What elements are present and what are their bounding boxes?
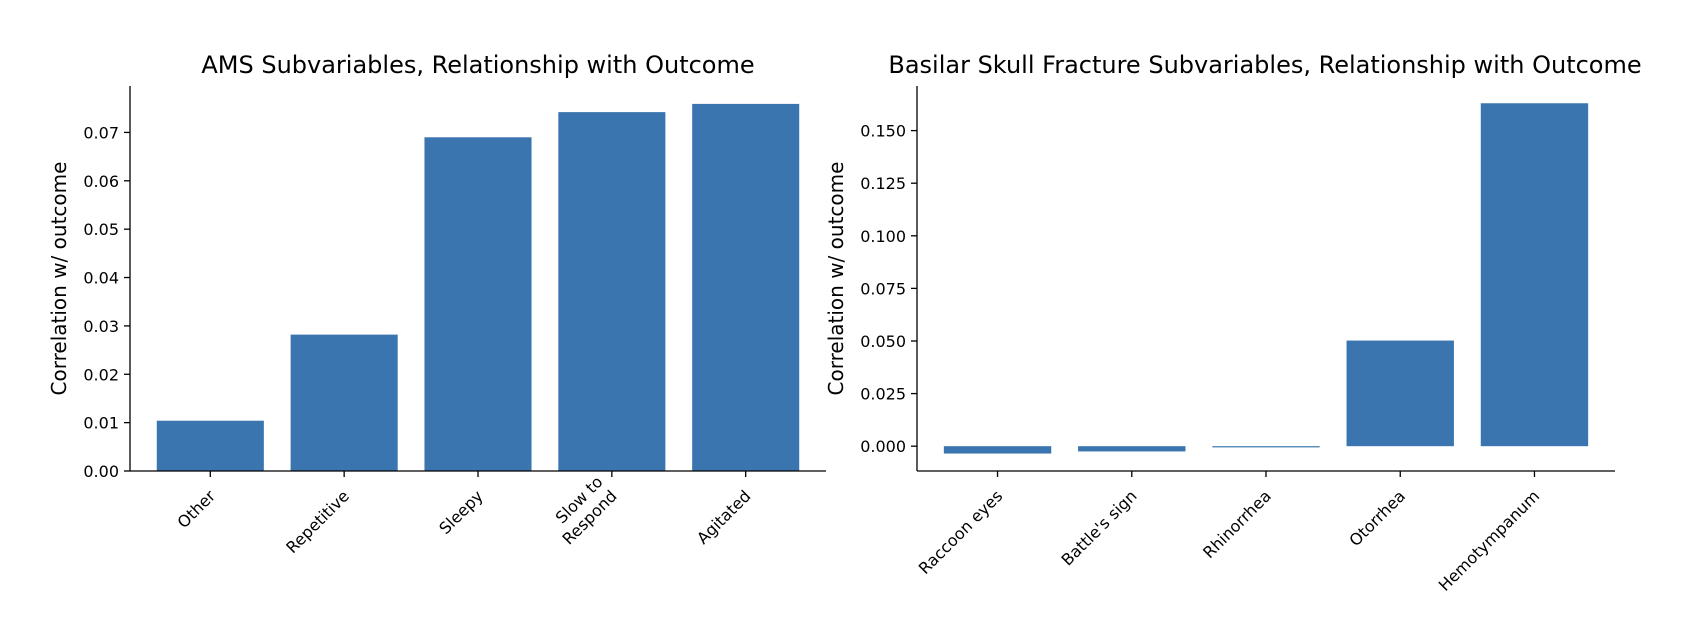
y-axis-label: Correlation w/ outcome	[824, 162, 848, 396]
bar-0	[156, 420, 264, 471]
bar-3	[1346, 340, 1454, 447]
y-tick-label: 0.100	[860, 227, 906, 246]
y-tick-label: 0.00	[83, 462, 119, 481]
x-tick-label: Other	[174, 486, 220, 532]
x-tick-label: Sleepy	[435, 486, 487, 538]
ams-chart: AMS Subvariables, Relationship with Outc…	[47, 51, 826, 557]
bar-1	[1078, 446, 1186, 452]
y-tick-label: 0.025	[860, 385, 906, 404]
x-tick-label: Repetitive	[282, 486, 353, 557]
y-tick-label: 0.03	[83, 317, 119, 336]
chart-title: AMS Subvariables, Relationship with Outc…	[201, 51, 754, 79]
chart-title: Basilar Skull Fracture Subvariables, Rel…	[888, 51, 1641, 79]
x-tick-label: Hemotympanum	[1435, 486, 1543, 594]
y-tick-label: 0.04	[83, 269, 119, 288]
y-tick-label: 0.01	[83, 414, 119, 433]
bar-4	[692, 103, 800, 472]
y-tick-label: 0.050	[860, 332, 906, 351]
bar-1	[290, 334, 398, 471]
bar-4	[1480, 103, 1589, 447]
y-tick-label: 0.02	[83, 365, 119, 384]
x-tick-label: Rhinorrhea	[1199, 486, 1275, 562]
y-tick-label: 0.075	[860, 279, 906, 298]
y-tick-label: 0.000	[860, 437, 906, 456]
y-tick-label: 0.05	[83, 220, 119, 239]
y-axis-label: Correlation w/ outcome	[47, 162, 71, 396]
x-tick-label: Otorrhea	[1345, 486, 1409, 550]
y-tick-label: 0.150	[860, 122, 906, 141]
bsf-chart: Basilar Skull Fracture Subvariables, Rel…	[824, 51, 1642, 595]
bar-0	[943, 446, 1052, 454]
y-tick-label: 0.07	[83, 123, 119, 142]
bar-2	[1212, 446, 1320, 448]
bar-2	[424, 137, 532, 471]
x-tick-label: Battle's sign	[1058, 486, 1141, 569]
y-tick-label: 0.06	[83, 172, 119, 191]
x-tick-label: Slow toRespond	[544, 472, 620, 548]
y-tick-label: 0.125	[860, 174, 906, 193]
x-tick-label: Raccoon eyes	[915, 486, 1007, 578]
x-tick-label: Agitated	[693, 486, 754, 547]
bar-3	[558, 112, 666, 471]
